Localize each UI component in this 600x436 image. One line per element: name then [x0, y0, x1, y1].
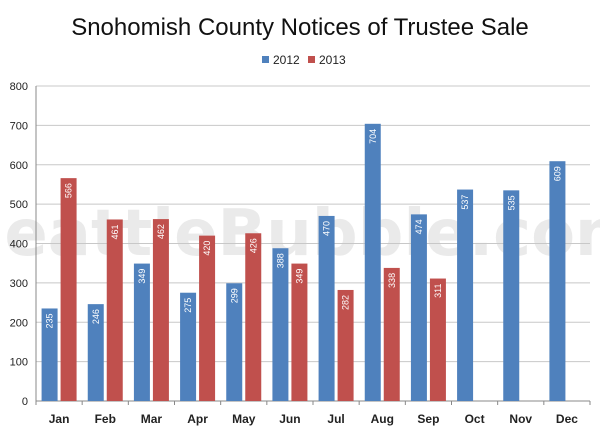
bar-2012 [364, 123, 381, 402]
data-label: 609 [552, 166, 562, 181]
data-label: 388 [275, 253, 285, 268]
bar-2013 [199, 235, 216, 401]
bar-2012 [226, 283, 243, 401]
data-label: 704 [368, 129, 378, 144]
bar-2012 [41, 308, 58, 401]
bar-2012 [180, 292, 197, 401]
x-tick-label: Aug [371, 412, 394, 426]
legend-swatch [308, 56, 315, 63]
legend-label: 2012 [273, 53, 300, 67]
data-label: 349 [294, 269, 304, 284]
x-tick-label: Nov [509, 412, 532, 426]
data-label: 461 [110, 224, 120, 239]
data-label: 235 [45, 313, 55, 328]
data-label: 246 [91, 309, 101, 324]
bar-2012 [318, 215, 335, 401]
bar-2012 [457, 189, 474, 401]
bar-2012 [503, 190, 520, 401]
bar-2012 [549, 161, 566, 401]
y-tick-label: 0 [22, 396, 28, 408]
y-tick-label: 600 [10, 160, 28, 172]
x-tick-label: Feb [95, 412, 116, 426]
y-tick-label: 300 [10, 278, 28, 290]
y-tick-label: 700 [10, 120, 28, 132]
data-label: 338 [387, 273, 397, 288]
bar-2013 [106, 219, 123, 401]
plot-area: 0 100 200 300 400 500 600 700 800 Jan 235 566 Feb 246… [10, 81, 591, 426]
data-label: 420 [202, 241, 212, 256]
watermark: SeattleBubble.com [0, 197, 600, 271]
x-tick-label: Sep [417, 412, 439, 426]
x-tick-label: Jun [279, 412, 300, 426]
bar-2012 [133, 263, 150, 401]
data-label: 470 [322, 221, 332, 236]
chart-title: Snohomish County Notices of Trustee Sale [71, 14, 529, 41]
y-tick-label: 200 [10, 317, 28, 329]
legend-item-2013: 2013 [308, 53, 346, 67]
x-tick-label: May [232, 412, 256, 426]
legend-item-2012: 2012 [262, 53, 300, 67]
legend-swatch [262, 56, 269, 63]
data-label: 462 [156, 224, 166, 239]
bar-2013 [60, 178, 77, 401]
bar-2012 [410, 214, 427, 401]
data-label: 566 [64, 183, 74, 198]
data-label: 426 [248, 238, 258, 253]
data-label: 311 [433, 284, 443, 298]
y-tick-label: 500 [10, 199, 28, 211]
legend: 2012 2013 [262, 53, 346, 67]
bar-2013 [429, 278, 446, 401]
data-label: 535 [506, 195, 516, 210]
data-label: 537 [460, 195, 470, 210]
x-tick-label: Jul [327, 412, 344, 426]
y-tick-label: 100 [10, 357, 28, 369]
bar-2013 [245, 233, 262, 401]
x-tick-label: Oct [465, 412, 485, 426]
x-tick-label: Jan [49, 412, 70, 426]
data-label: 275 [183, 298, 193, 313]
bar-2013 [383, 267, 400, 401]
y-tick-label: 800 [10, 81, 28, 93]
x-tick-label: Mar [141, 412, 163, 426]
y-tick-label: 400 [10, 239, 28, 251]
bar-2013 [291, 263, 308, 401]
bar-2012 [87, 304, 104, 401]
x-tick-label: Dec [556, 412, 578, 426]
data-label: 299 [229, 288, 239, 303]
data-label: 282 [341, 295, 351, 310]
bar-2012 [272, 248, 289, 401]
bar-2013 [337, 289, 354, 401]
data-label: 474 [414, 219, 424, 234]
data-label: 349 [137, 269, 147, 284]
legend-label: 2013 [319, 53, 346, 67]
x-tick-label: Apr [187, 412, 208, 426]
bar-2013 [152, 219, 169, 401]
